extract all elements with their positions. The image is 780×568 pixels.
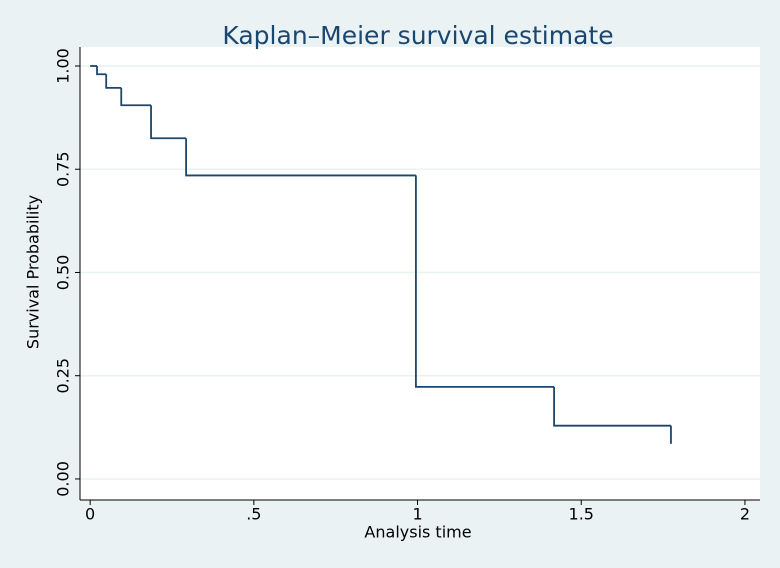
y-tick-label: 0.75 [54, 151, 73, 187]
plot-area [80, 47, 760, 500]
survival-step [150, 105, 187, 140]
survival-step [96, 65, 107, 76]
x-tick-label: .5 [246, 505, 261, 524]
x-tick-label: 0 [85, 505, 95, 524]
x-tick-label: 1 [412, 505, 422, 524]
x-axis-label: Analysis time [364, 523, 471, 542]
y-tick-label: 0.00 [54, 461, 73, 497]
y-tick-label: 0.50 [54, 255, 73, 291]
survival-step [105, 74, 122, 89]
y-tick-label: 0.25 [54, 358, 73, 394]
y-axis-label: Survival Probability [24, 195, 43, 349]
x-tick-label: 2 [740, 505, 750, 524]
survival-step [120, 87, 152, 107]
y-tick-label: 1.00 [54, 48, 73, 84]
survival-step [415, 175, 555, 388]
chart-title: Kaplan–Meier survival estimate [222, 21, 613, 50]
x-tick-label: 1.5 [569, 505, 594, 524]
survival-step [185, 138, 416, 177]
survival-step [553, 386, 671, 427]
